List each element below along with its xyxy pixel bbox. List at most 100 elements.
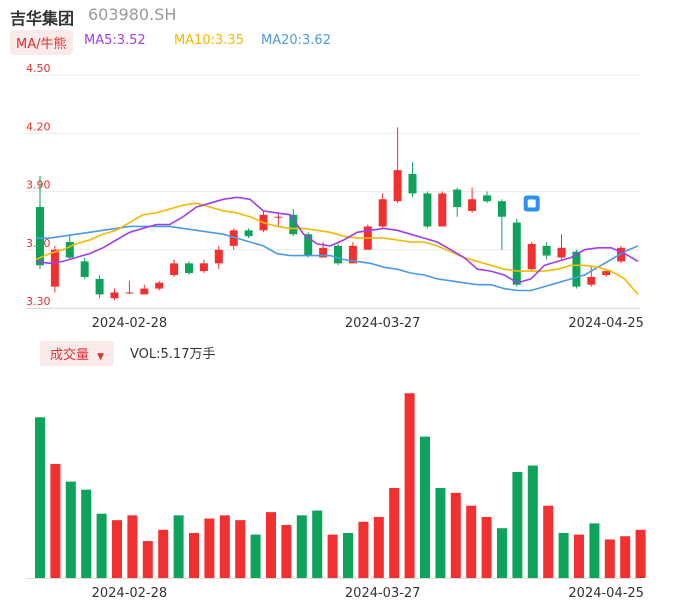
volume-bar <box>620 536 631 578</box>
volume-bar <box>312 510 323 578</box>
volume-bar <box>635 529 646 578</box>
x-date-label: 2024-02-28 <box>92 586 168 601</box>
candle <box>289 214 298 235</box>
volume-tag-label: 成交量 <box>50 348 90 363</box>
candle <box>319 247 328 258</box>
volume-bar <box>96 513 107 578</box>
candle <box>348 245 357 264</box>
candle <box>483 195 491 202</box>
candle <box>423 193 432 227</box>
candle <box>185 263 193 274</box>
y-tick-label: 4.20 <box>26 120 51 133</box>
volume-bar <box>189 533 199 578</box>
candle <box>587 276 596 285</box>
volume-bar <box>127 515 138 578</box>
x-date-label: 2024-03-27 <box>345 316 421 331</box>
volume-bar <box>373 516 384 578</box>
candle <box>304 234 313 256</box>
volume-bar <box>81 489 92 578</box>
event-marker-icon <box>523 195 540 212</box>
candle <box>408 174 417 194</box>
volume-bar <box>65 481 76 578</box>
volume-bar <box>327 534 338 578</box>
volume-bar <box>235 520 246 578</box>
volume-bar <box>250 534 261 578</box>
candle <box>572 251 581 287</box>
volume-bar <box>343 533 353 578</box>
x-date-label: 2024-02-28 <box>92 316 168 331</box>
volume-bar <box>589 523 600 578</box>
candle <box>140 288 149 295</box>
volume-bar <box>296 515 307 578</box>
volume-bar <box>266 512 276 578</box>
volume-bar <box>204 518 215 578</box>
volume-bar <box>358 521 369 578</box>
y-tick-label: 3.90 <box>26 179 51 192</box>
candle <box>438 193 447 227</box>
candle <box>199 263 208 272</box>
candle <box>36 207 44 266</box>
stock-code: 603980.SH <box>88 5 177 24</box>
candle <box>453 189 462 208</box>
candle <box>557 247 566 258</box>
chevron-down-icon: ▼ <box>97 352 105 362</box>
y-tick-label: 3.30 <box>26 295 51 308</box>
stock-name: 吉华集团 <box>10 9 75 28</box>
volume-indicator-tag[interactable]: 成交量 ▼ <box>40 341 115 366</box>
candle <box>110 292 119 299</box>
candle <box>80 261 89 277</box>
volume-bar <box>450 492 461 578</box>
y-tick-label: 4.50 <box>26 62 51 75</box>
volume-bar <box>435 488 446 578</box>
candle <box>334 245 342 264</box>
candle <box>527 243 536 270</box>
volume-bar <box>281 524 292 578</box>
volume-bar <box>512 471 523 578</box>
x-date-label: 2024-04-25 <box>568 586 644 601</box>
volume-bar <box>543 505 554 578</box>
volume-bar <box>35 417 45 578</box>
candle <box>229 230 238 246</box>
volume-bar <box>173 515 184 578</box>
volume-bar <box>604 539 615 578</box>
x-date-label: 2024-03-27 <box>345 586 421 601</box>
candle <box>95 278 104 295</box>
volume-bar <box>466 505 477 578</box>
x-date-label: 2024-04-25 <box>568 316 644 331</box>
candle <box>244 230 253 237</box>
candle <box>393 170 402 202</box>
ma10-legend: MA10:3.35 <box>174 33 244 48</box>
volume-bar <box>142 541 153 578</box>
candle <box>214 249 223 264</box>
volume-bar <box>574 534 584 578</box>
volume-bar <box>50 463 61 578</box>
candle <box>602 271 611 275</box>
ma5-legend: MA5:3.52 <box>84 33 146 48</box>
candle <box>378 199 387 227</box>
volume-bar <box>389 488 400 578</box>
ma5-line <box>35 196 639 284</box>
volume-bar <box>158 529 169 578</box>
volume-bar <box>404 393 415 578</box>
volume-bar <box>527 465 538 578</box>
candle <box>125 292 134 294</box>
candle <box>65 241 74 258</box>
candle <box>468 199 477 211</box>
candle <box>542 245 551 256</box>
volume-bar <box>420 436 430 578</box>
volume-bar <box>558 533 569 578</box>
candle <box>155 282 164 289</box>
ma20-line <box>36 225 639 292</box>
volume-bar <box>112 520 122 578</box>
candle <box>170 263 179 275</box>
candle <box>274 216 283 218</box>
candle <box>497 201 506 217</box>
candle <box>512 222 521 285</box>
ma-indicator-tag[interactable]: MA/牛熊 <box>10 30 73 55</box>
volume-bar <box>497 528 507 578</box>
volume-bar <box>219 515 230 578</box>
candle <box>50 249 59 287</box>
volume-value: VOL:5.17万手 <box>130 347 216 362</box>
volume-bar <box>481 516 492 578</box>
